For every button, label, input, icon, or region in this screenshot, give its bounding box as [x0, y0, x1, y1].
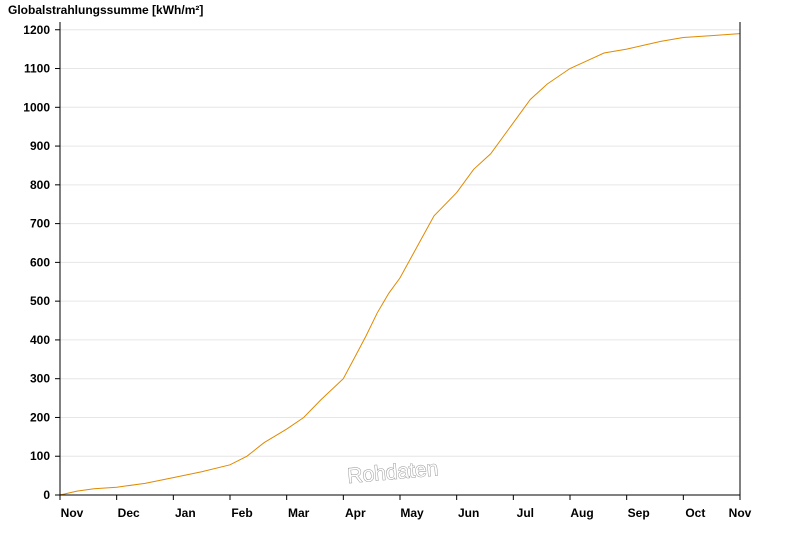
x-tick-label-3: Feb [231, 506, 252, 520]
x-tick-label-10: Sep [628, 506, 650, 520]
y-tick-label-6: 600 [30, 255, 50, 269]
axes [59, 22, 741, 496]
gridlines [60, 29, 740, 457]
x-tick-label-0: Nov [61, 506, 84, 520]
y-tick-label-3: 300 [30, 372, 50, 386]
y-tick-label-4: 400 [30, 333, 50, 347]
y-tick-label-11: 1100 [24, 62, 50, 76]
x-tick-label-2: Jan [175, 506, 196, 520]
y-tick-label-1: 100 [30, 449, 50, 463]
y-ticks: 0 100 200 300 400 500 600 700 800 900 1000 1100 1200 [23, 23, 60, 502]
x-tick-label-6: May [400, 506, 424, 520]
y-tick-label-2: 200 [30, 410, 50, 424]
y-axis-title: Globalstrahlungssumme [kWh/m²] [8, 3, 203, 17]
y-tick-label-8: 800 [30, 178, 50, 192]
x-tick-label-5: Apr [345, 506, 366, 520]
x-tick-label-11: Oct [685, 506, 705, 520]
watermark-text: Rohdaten [346, 457, 439, 488]
y-tick-label-5: 500 [30, 294, 50, 308]
y-tick-label-9: 900 [30, 139, 50, 153]
y-tick-label-7: 700 [30, 217, 50, 231]
x-tick-label-7: Jun [458, 506, 479, 520]
x-tick-label-12: Nov [729, 506, 752, 520]
y-tick-label-10: 1000 [23, 100, 50, 114]
y-tick-label-0: 0 [43, 488, 50, 502]
x-tick-label-8: Jul [517, 506, 534, 520]
x-tick-label-9: Aug [570, 506, 593, 520]
series-line-0 [59, 33, 741, 496]
series-layer [59, 33, 741, 496]
x-tick-label-1: Dec [118, 506, 140, 520]
x-ticks: Nov Dec Jan Feb Mar Apr May Jun Jul Aug Sep Oct Nov [59, 495, 752, 520]
y-tick-label-12: 1200 [23, 23, 50, 37]
x-tick-label-4: Mar [288, 506, 310, 520]
